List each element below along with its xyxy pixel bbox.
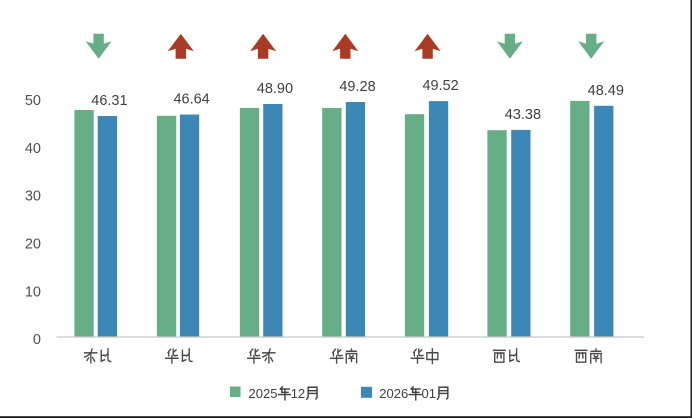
svg-text:49.28: 49.28 — [339, 79, 375, 95]
svg-text:20: 20 — [25, 237, 41, 253]
svg-text:40: 40 — [25, 141, 41, 157]
svg-text:01: 01 — [422, 386, 436, 401]
svg-text:0: 0 — [33, 332, 41, 348]
svg-text:10: 10 — [25, 284, 41, 300]
svg-text:50: 50 — [25, 93, 41, 109]
svg-text:48.49: 48.49 — [588, 83, 624, 99]
svg-text:2026: 2026 — [379, 386, 408, 401]
svg-text:30: 30 — [25, 189, 41, 205]
svg-text:48.90: 48.90 — [257, 81, 293, 97]
svg-text:12: 12 — [291, 386, 305, 401]
svg-text:43.38: 43.38 — [505, 107, 541, 123]
svg-text:2025: 2025 — [249, 386, 278, 401]
svg-text:46.31: 46.31 — [91, 93, 127, 109]
svg-text:49.52: 49.52 — [422, 78, 458, 94]
svg-text:46.64: 46.64 — [173, 92, 209, 108]
